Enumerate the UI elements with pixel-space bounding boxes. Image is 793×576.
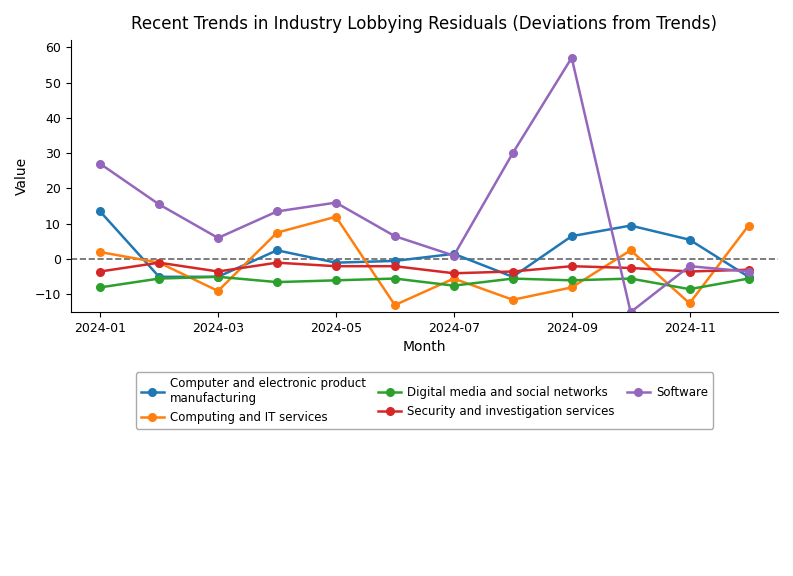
Software [95, 160, 105, 167]
Computing and IT services [567, 284, 577, 291]
Software [155, 201, 164, 208]
Computer and electronic product
manufacturing [155, 274, 164, 281]
Computer and electronic product
manufacturing [272, 247, 282, 254]
Line: Security and investigation services: Security and investigation services [96, 259, 753, 277]
Computing and IT services [155, 259, 164, 266]
Computer and electronic product
manufacturing [626, 222, 635, 229]
Security and investigation services [626, 264, 635, 271]
Computing and IT services [685, 300, 695, 307]
Security and investigation services [331, 263, 341, 270]
Computing and IT services [272, 229, 282, 236]
Security and investigation services [449, 270, 458, 276]
Security and investigation services [390, 263, 400, 270]
Software [331, 199, 341, 206]
Computer and electronic product
manufacturing [95, 208, 105, 215]
Computer and electronic product
manufacturing [331, 259, 341, 266]
Security and investigation services [213, 268, 223, 275]
Software [213, 234, 223, 241]
Software [508, 150, 518, 157]
Computer and electronic product
manufacturing [744, 274, 753, 281]
Computing and IT services [95, 249, 105, 256]
Line: Computing and IT services: Computing and IT services [96, 213, 753, 309]
Computer and electronic product
manufacturing [449, 251, 458, 257]
Digital media and social networks [567, 277, 577, 284]
Software [567, 54, 577, 61]
Computer and electronic product
manufacturing [213, 274, 223, 281]
Computing and IT services [449, 275, 458, 282]
Computer and electronic product
manufacturing [390, 257, 400, 264]
Computing and IT services [390, 302, 400, 309]
Digital media and social networks [390, 275, 400, 282]
Digital media and social networks [449, 282, 458, 289]
Y-axis label: Value: Value [15, 157, 29, 195]
Line: Digital media and social networks: Digital media and social networks [96, 273, 753, 293]
Line: Computer and electronic product
manufacturing: Computer and electronic product manufact… [96, 207, 753, 281]
Computing and IT services [744, 222, 753, 229]
Computer and electronic product
manufacturing [685, 236, 695, 243]
Digital media and social networks [331, 277, 341, 284]
Digital media and social networks [272, 279, 282, 286]
Software [449, 252, 458, 259]
Software [685, 263, 695, 270]
Computing and IT services [508, 296, 518, 303]
Software [272, 208, 282, 215]
Title: Recent Trends in Industry Lobbying Residuals (Deviations from Trends): Recent Trends in Industry Lobbying Resid… [132, 15, 718, 33]
Security and investigation services [272, 259, 282, 266]
Legend: Computer and electronic product
manufacturing, Computing and IT services, Digita: Computer and electronic product manufact… [136, 373, 713, 429]
Security and investigation services [744, 266, 753, 273]
Computing and IT services [331, 213, 341, 220]
Software [626, 309, 635, 316]
Digital media and social networks [744, 275, 753, 282]
Security and investigation services [95, 268, 105, 275]
Digital media and social networks [685, 286, 695, 293]
Digital media and social networks [213, 274, 223, 281]
Computing and IT services [213, 287, 223, 294]
Security and investigation services [155, 259, 164, 266]
Computer and electronic product
manufacturing [567, 233, 577, 240]
Software [390, 233, 400, 240]
X-axis label: Month: Month [403, 340, 446, 354]
Computing and IT services [626, 247, 635, 254]
Security and investigation services [567, 263, 577, 270]
Software [744, 268, 753, 275]
Computer and electronic product
manufacturing [508, 274, 518, 281]
Digital media and social networks [95, 284, 105, 291]
Digital media and social networks [155, 275, 164, 282]
Line: Software: Software [96, 54, 753, 316]
Security and investigation services [685, 268, 695, 275]
Digital media and social networks [626, 275, 635, 282]
Security and investigation services [508, 268, 518, 275]
Digital media and social networks [508, 275, 518, 282]
